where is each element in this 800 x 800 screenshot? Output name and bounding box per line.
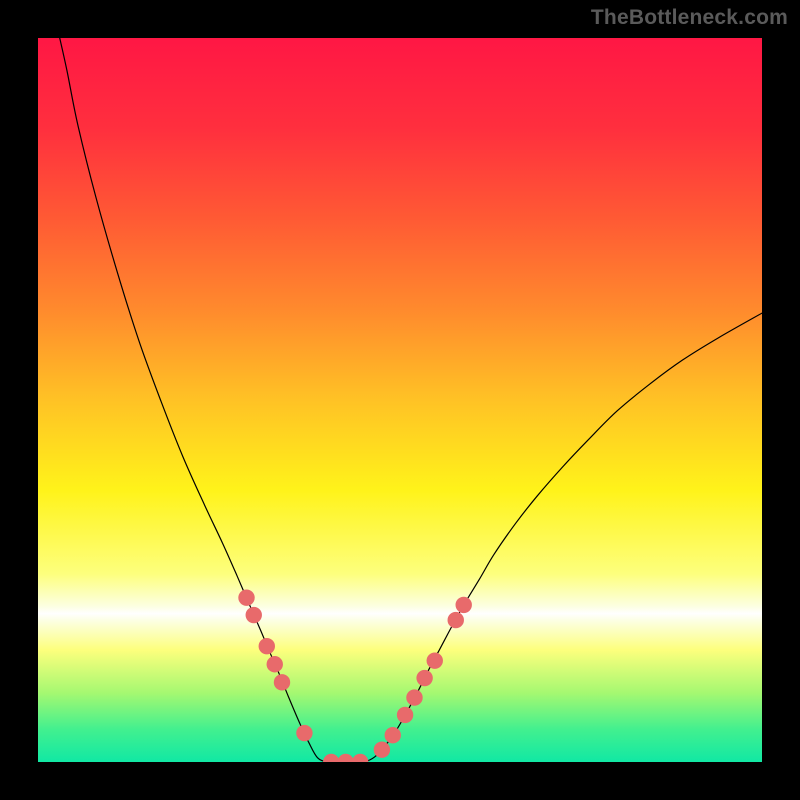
data-marker	[416, 670, 432, 686]
data-marker	[385, 727, 401, 743]
data-marker	[406, 689, 422, 705]
plot-background	[38, 38, 762, 762]
data-marker	[448, 612, 464, 628]
data-marker	[259, 638, 275, 654]
data-marker	[238, 589, 254, 605]
chart-svg	[0, 0, 800, 800]
data-marker	[427, 652, 443, 668]
data-marker	[296, 725, 312, 741]
data-marker	[374, 741, 390, 757]
watermark-text: TheBottleneck.com	[591, 6, 788, 30]
figure-root: TheBottleneck.com	[0, 0, 800, 800]
data-marker	[267, 656, 283, 672]
data-marker	[397, 707, 413, 723]
data-marker	[274, 674, 290, 690]
data-marker	[456, 597, 472, 613]
data-marker	[246, 607, 262, 623]
